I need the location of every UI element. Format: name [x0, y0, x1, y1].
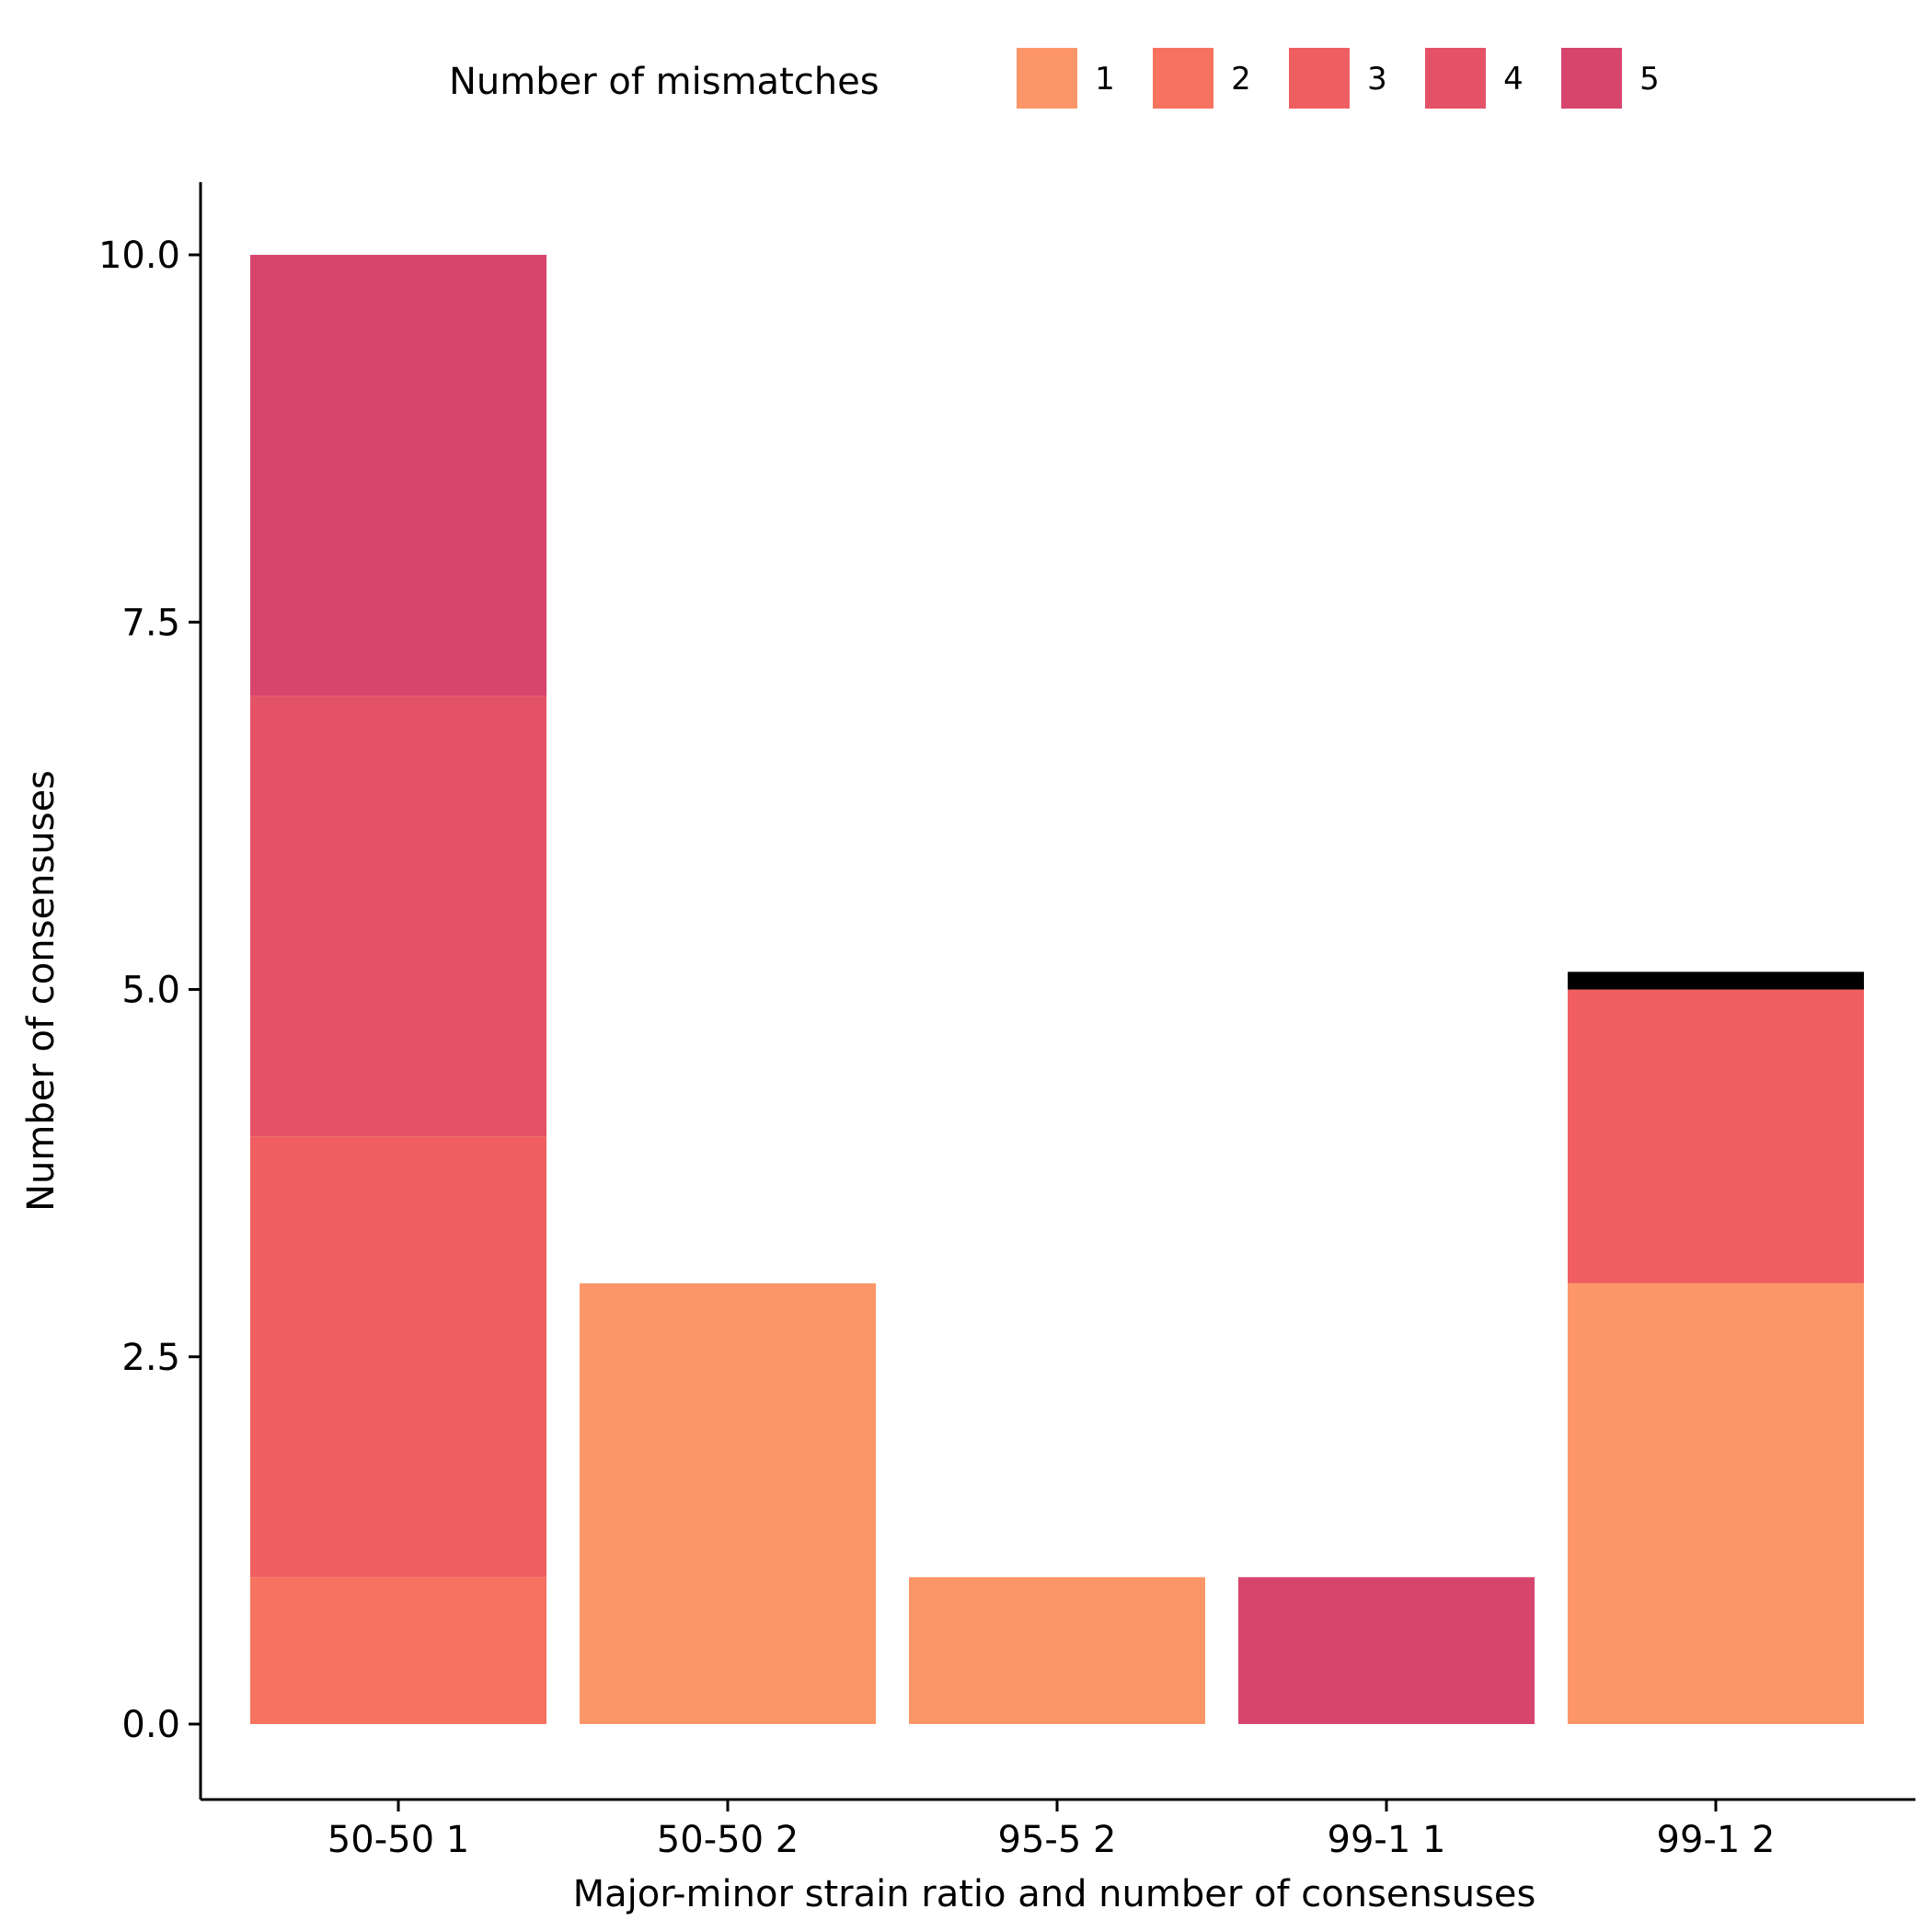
y-axis-ticks: 0.0 2.5 5.0 7.5 10.0 [98, 235, 201, 1746]
legend-item-2: 2 [1153, 48, 1251, 109]
legend-label: 5 [1639, 61, 1660, 98]
x-tick-label: 99-1 1 [1328, 1819, 1446, 1861]
legend-label: 2 [1231, 61, 1251, 98]
legend-key-swatch [1561, 48, 1622, 109]
legend-item-4: 4 [1425, 48, 1524, 109]
y-tick-label: 7.5 [121, 602, 180, 644]
y-tick-label: 10.0 [98, 235, 180, 277]
bar-segment-50-50-1-mismatch-3 [250, 1136, 546, 1578]
x-axis-ticks: 50-50 1 50-50 2 95-5 2 99-1 1 99-1 2 [328, 1800, 1776, 1861]
legend-item-3: 3 [1289, 48, 1387, 109]
bar-segment-95-5-2-mismatch-1 [909, 1577, 1205, 1724]
legend-item-1: 1 [1017, 48, 1115, 109]
bar-segment-99-1-2-mismatch-1 [1568, 1282, 1864, 1724]
y-tick-label: 0.0 [121, 1704, 180, 1746]
bar-segment-50-50-1-mismatch-5 [250, 255, 546, 696]
x-axis-title: Major-minor strain ratio and number of c… [573, 1873, 1536, 1915]
legend-title: Number of mismatches [449, 61, 880, 103]
bar-segment-99-1-1-mismatch-5 [1238, 1577, 1535, 1724]
legend-key-swatch [1017, 48, 1077, 109]
bar-segment-50-50-1-mismatch-4 [250, 696, 546, 1137]
legend-label: 1 [1095, 61, 1115, 98]
legend-key-swatch [1289, 48, 1350, 109]
legend-label: 3 [1367, 61, 1387, 98]
legend-key-swatch [1425, 48, 1486, 109]
x-tick-label: 50-50 1 [328, 1819, 469, 1861]
legend-key-swatch [1153, 48, 1213, 109]
legend: Number of mismatches 1 2 3 4 5 [449, 48, 1660, 109]
x-tick-label: 99-1 2 [1657, 1819, 1776, 1861]
bars-layer [250, 255, 1864, 1724]
legend-label: 4 [1503, 61, 1524, 98]
x-tick-label: 50-50 2 [657, 1819, 799, 1861]
x-tick-label: 95-5 2 [998, 1819, 1117, 1861]
legend-item-5: 5 [1561, 48, 1660, 109]
y-tick-label: 5.0 [121, 970, 180, 1012]
bar-segment-99-1-2-mismatch-3 [1568, 989, 1864, 1283]
bar-segment-99-1-2-top-marker [1568, 972, 1864, 990]
bar-segment-50-50-2-mismatch-1 [580, 1282, 876, 1724]
y-tick-label: 2.5 [121, 1337, 180, 1379]
y-axis-title: Number of consensuses [20, 770, 63, 1212]
bar-segment-50-50-1-mismatch-2 [250, 1577, 546, 1724]
